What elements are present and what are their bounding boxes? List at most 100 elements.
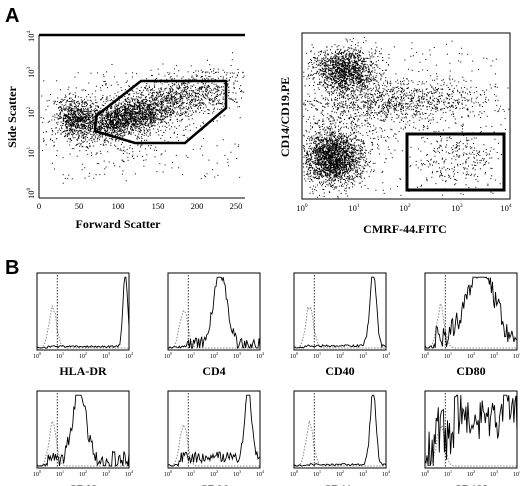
- stained-curve: [424, 276, 518, 349]
- histogram-tick: 100: [164, 469, 172, 478]
- histogram-panel: 100 101 102 103 104 CD4: [164, 272, 264, 378]
- histogram-frame: [293, 272, 387, 351]
- histogram-frame: [293, 390, 387, 469]
- scatter2-x-tick: 103: [451, 203, 463, 213]
- histogram-tick: 104: [382, 469, 390, 478]
- histogram-tick: 101: [56, 351, 64, 360]
- histogram-label: HLA-DR: [59, 364, 107, 378]
- histogram-frame: [167, 390, 261, 469]
- scatter2-x-label: CMRF-44.FITC: [363, 222, 447, 236]
- scatter1-gate: [93, 79, 228, 145]
- histogram-tick: 101: [187, 351, 195, 360]
- histogram-panel: 100 101 102 103 104 CD123: [421, 390, 520, 486]
- histogram-label: CD11c: [323, 482, 358, 486]
- histogram-tick: 102: [467, 469, 475, 478]
- histogram-tick: 103: [490, 469, 498, 478]
- isotype-curve: [293, 420, 386, 467]
- histogram-tick: 103: [233, 351, 241, 360]
- histogram-panel: 100 101 102 103 104 CD11c: [290, 390, 390, 486]
- isotype-curve: [424, 302, 517, 349]
- scatter2-gate: [405, 132, 506, 192]
- histogram-grid: 100101102103104HLA-DR100101102103104CD41…: [33, 272, 520, 486]
- histogram-tick: 101: [313, 351, 321, 360]
- scatter1-event-dots: [40, 52, 245, 184]
- scatter2-x-tick: 100: [296, 203, 308, 213]
- histogram-tick: 101: [444, 469, 452, 478]
- scatter1-y-tick: 100: [26, 188, 36, 200]
- histogram-tick: 100: [290, 469, 298, 478]
- histogram-panel: 100 101 102 103 104 CD83: [33, 390, 133, 486]
- scatter1-x-tick: 150: [152, 201, 165, 211]
- histogram-tick: 102: [336, 351, 344, 360]
- histogram-tick: 100: [164, 351, 172, 360]
- scatter2-x-tick: 104: [500, 203, 512, 213]
- histogram-tick: 101: [187, 469, 195, 478]
- histogram-tick: 102: [210, 351, 218, 360]
- isotype-curve: [167, 310, 260, 349]
- scatter1-x-tick: 250: [230, 201, 243, 211]
- scatter1-x-tick: 200: [191, 201, 204, 211]
- stained-curve: [293, 276, 387, 349]
- histogram-tick: 102: [210, 469, 218, 478]
- histogram-tick: 104: [513, 351, 520, 360]
- histogram-label: CD86: [199, 482, 228, 486]
- scatter1-y-label: Side Scatter: [5, 86, 19, 148]
- histogram-panel: 100 101 102 103 104 HLA-DR: [33, 272, 133, 378]
- scatter-forward-side: 0 50 100 150 200 250 100 101 102 103 104…: [5, 31, 245, 231]
- histogram-tick: 100: [421, 469, 429, 478]
- panel-label-b: B: [5, 257, 19, 279]
- histogram-frame: [424, 272, 518, 351]
- scatter1-x-tick: 100: [112, 201, 125, 211]
- histogram-tick: 103: [102, 351, 110, 360]
- histogram-tick: 101: [313, 469, 321, 478]
- histogram-label: CD80: [456, 364, 485, 378]
- isotype-curve: [167, 423, 260, 467]
- scatter-cmrf44-cd14: 100 101 102 103 104 CMRF-44.FITC CD14/CD…: [278, 32, 512, 236]
- histogram-panel: 100 101 102 103 104 CD86: [164, 390, 264, 486]
- histogram-frame: [36, 272, 130, 351]
- histogram-tick: 103: [359, 351, 367, 360]
- histogram-label: CD83: [68, 482, 97, 486]
- scatter1-x-ticks: 0 50 100 150 200 250: [37, 201, 243, 211]
- histogram-tick: 101: [56, 469, 64, 478]
- scatter1-y-tick: 104: [26, 31, 36, 43]
- histogram-tick: 100: [33, 469, 41, 478]
- scatter1-y-tick: 102: [26, 107, 36, 119]
- histogram-tick: 103: [359, 469, 367, 478]
- histogram-tick: 102: [79, 469, 87, 478]
- histogram-tick: 104: [125, 469, 133, 478]
- scatter1-y-tick: 103: [26, 67, 36, 79]
- histogram-tick: 103: [233, 469, 241, 478]
- histogram-tick: 101: [444, 351, 452, 360]
- stained-curve: [293, 394, 387, 467]
- stained-curve: [168, 276, 261, 350]
- isotype-curve: [293, 305, 386, 349]
- panel-label-a: A: [5, 5, 19, 27]
- histogram-tick: 104: [256, 469, 264, 478]
- histogram-tick: 100: [33, 351, 41, 360]
- stained-curve: [36, 276, 130, 349]
- histogram-frame: [36, 390, 130, 469]
- scatter2-events: [303, 36, 510, 199]
- histogram-tick: 102: [467, 351, 475, 360]
- histogram-tick: 104: [256, 351, 264, 360]
- scatter2-event-dots: [303, 36, 510, 199]
- scatter2-x-tick: 102: [399, 203, 411, 213]
- scatter1-x-tick: 0: [37, 201, 41, 211]
- scatter2-x-ticks: 100 101 102 103 104: [296, 203, 512, 213]
- histogram-tick: 100: [290, 351, 298, 360]
- histogram-label: CD4: [202, 364, 225, 378]
- isotype-curve: [36, 305, 129, 349]
- histogram-label: CD123: [453, 482, 488, 486]
- histogram-tick: 102: [336, 469, 344, 478]
- scatter1-x-tick: 50: [75, 201, 84, 211]
- stained-curve: [167, 394, 261, 468]
- histogram-tick: 103: [102, 469, 110, 478]
- scatter1-y-tick: 101: [26, 147, 36, 159]
- histogram-tick: 102: [79, 351, 87, 360]
- scatter1-y-ticks: 100 101 102 103 104: [26, 31, 36, 200]
- scatter2-frame: [301, 32, 511, 200]
- histogram-label: CD40: [325, 364, 354, 378]
- histogram-panel: 100 101 102 103 104 CD40: [290, 272, 390, 378]
